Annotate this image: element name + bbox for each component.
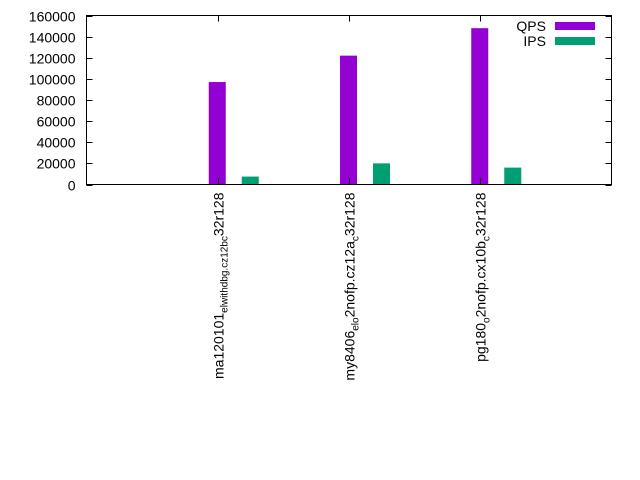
x-category-label-1: ma120101elwithdbg.cz12bc32r128 [211,192,231,379]
bar-ips-3 [504,167,522,185]
y-tick-label: 40000 [37,135,76,151]
bars-layer [208,28,522,185]
bar-qps-2 [340,55,357,185]
plot-border [86,15,612,185]
legend-label-ips: IPS [523,33,546,49]
y-tick-label: 20000 [37,156,76,172]
y-tick-label: 60000 [37,114,76,130]
bar-ips-2 [373,163,390,185]
legend-swatch-qps [555,22,595,30]
y-tick-label: 140000 [29,30,76,46]
bar-qps-1 [208,82,226,185]
x-category-label-2: my8406elo2nofp.cz12ac32r128 [342,192,362,380]
legend-swatch-ips [555,37,595,45]
y-tick-label: 120000 [29,51,76,67]
y-tick-label: 80000 [37,93,76,109]
x-axis: ma120101elwithdbg.cz12bc32r128 my8406elo2… [211,15,493,381]
legend-label-qps: QPS [516,18,546,34]
bar-ips-1 [241,176,259,185]
y-axis: 0 20000 40000 60000 80000 100000 120000 140000 1… [29,9,612,194]
y-tick-label: 160000 [29,9,76,25]
bar-qps-3 [471,28,489,185]
x-category-label-3: pg180o2nofp.cx10bc32r128 [473,192,493,362]
y-tick-label: 100000 [29,72,76,88]
y-tick-label: 0 [68,178,76,194]
